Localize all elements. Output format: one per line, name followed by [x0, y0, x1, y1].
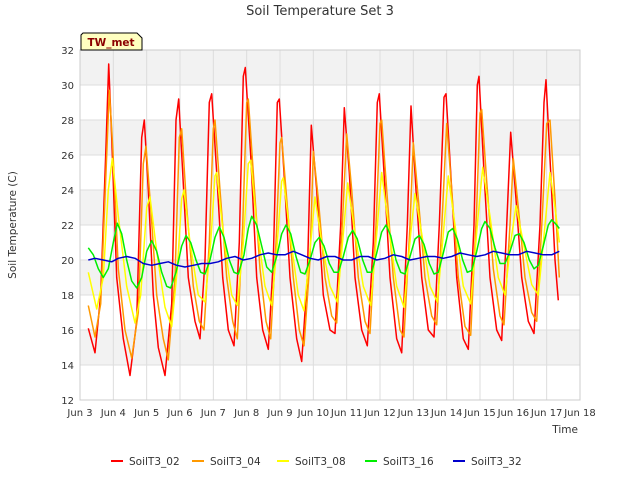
legend-item-soilt3_08: SoilT3_08: [277, 456, 346, 468]
y-tick-label: 32: [61, 46, 74, 57]
series-line-soilt3_04: [87, 89, 561, 361]
plot-bands: [80, 50, 580, 365]
badge-label: TW_met: [87, 37, 134, 49]
y-tick-label: 22: [61, 221, 74, 232]
x-tick-label: Jun 18: [563, 408, 596, 419]
x-tick-label: Jun 9: [266, 408, 292, 419]
series-line-soilt3_02: [87, 63, 560, 377]
y-tick-label: 18: [61, 291, 74, 302]
badge-box: [80, 32, 143, 51]
x-tick-label: Jun 16: [497, 408, 530, 419]
station-badge: TW_met: [80, 32, 143, 51]
x-axis: Jun 3 Jun 4 Jun 5 Jun 6 Jun 7 Jun 8 Jun 9 Jun 1…: [66, 408, 595, 419]
y-tick-label: 14: [61, 361, 74, 372]
x-tick-label: Jun 15: [463, 408, 496, 419]
legend-label: SoilT3_16: [383, 456, 434, 468]
legend-label: SoilT3_08: [295, 456, 346, 468]
y-tick-label: 20: [61, 256, 74, 267]
x-tick-label: Jun 3: [66, 408, 92, 419]
y-tick-label: 24: [61, 186, 74, 197]
plot-band: [80, 190, 580, 225]
y-axis: 12 14 16 18 20 22 24 26 28 30 32: [61, 46, 74, 407]
x-tick-label: Jun 10: [297, 408, 330, 419]
legend: SoilT3_02 SoilT3_04 SoilT3_08 SoilT3_16 Soil…: [111, 456, 522, 468]
x-tick-label: Jun 5: [133, 408, 159, 419]
y-tick-label: 16: [61, 326, 74, 337]
series-line-soilt3_08: [87, 157, 561, 328]
chart-title: Soil Temperature Set 3: [246, 4, 394, 19]
y-tick-label: 28: [61, 116, 74, 127]
x-tick-label: Jun 11: [330, 408, 363, 419]
plot-band: [80, 330, 580, 365]
x-tick-label: Jun 4: [100, 408, 126, 419]
series-lines: [87, 63, 561, 377]
y-axis-label: Soil Temperature (C): [7, 171, 19, 279]
x-tick-label: Jun 12: [363, 408, 396, 419]
series-line-soilt3_32: [88, 250, 560, 268]
x-tick-label: Jun 8: [233, 408, 259, 419]
y-tick-label: 30: [61, 81, 74, 92]
legend-item-soilt3_32: SoilT3_32: [453, 456, 522, 468]
y-tick-label: 26: [61, 151, 74, 162]
legend-label: SoilT3_32: [471, 456, 522, 468]
x-tick-label: Jun 14: [430, 408, 463, 419]
legend-item-soilt3_04: SoilT3_04: [192, 456, 261, 468]
plot-frame: [79, 49, 581, 401]
x-axis-label: Time: [551, 424, 578, 436]
plot-band: [80, 50, 580, 85]
x-tick-label: Jun 6: [166, 408, 192, 419]
legend-label: SoilT3_02: [129, 456, 180, 468]
legend-label: SoilT3_04: [210, 456, 261, 468]
x-tick-label: Jun 17: [530, 408, 563, 419]
series-line-soilt3_16: [87, 215, 560, 289]
x-tick-label: Jun 13: [397, 408, 430, 419]
x-tick-label: Jun 7: [200, 408, 226, 419]
legend-item-soilt3_16: SoilT3_16: [365, 456, 434, 468]
plot-band: [80, 120, 580, 155]
legend-item-soilt3_02: SoilT3_02: [111, 456, 180, 468]
y-tick-label: 12: [61, 396, 74, 407]
